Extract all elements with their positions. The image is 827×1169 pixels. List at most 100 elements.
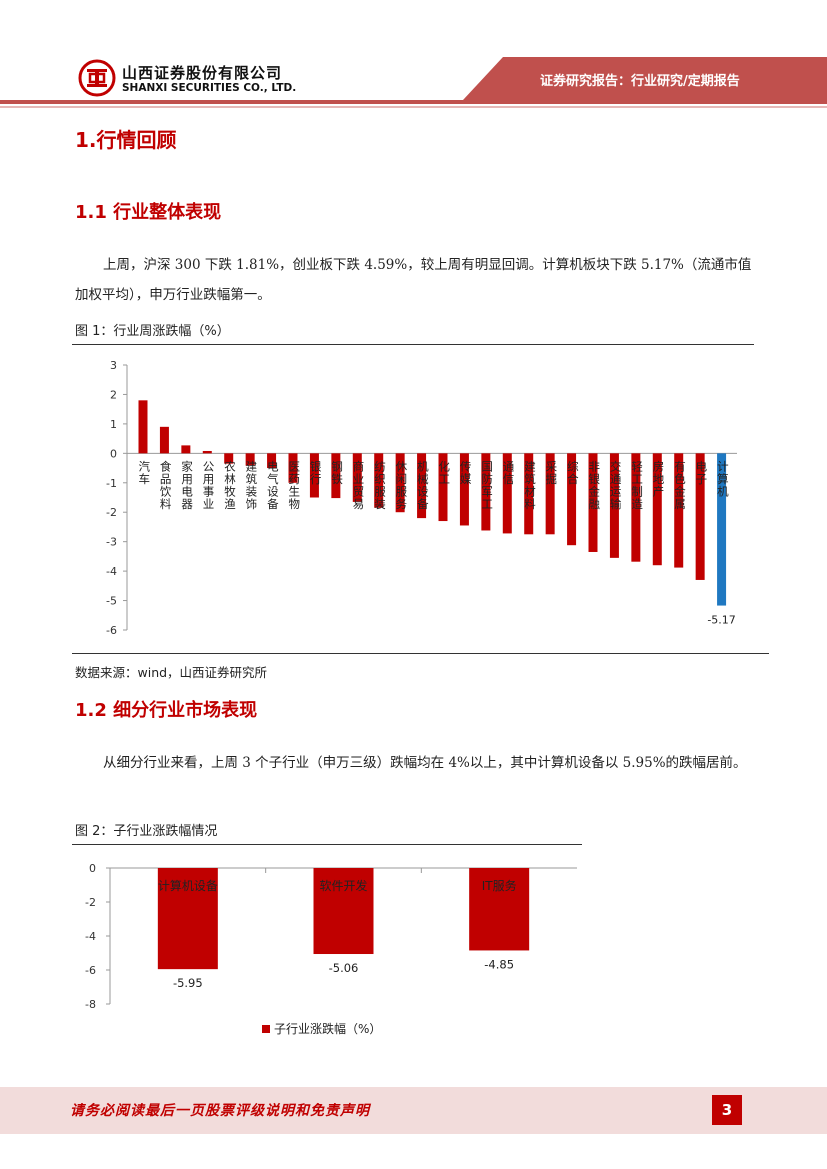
company-name-en: SHANXI SECURITIES CO., LTD. (122, 82, 297, 94)
category-label: 化工 (439, 459, 451, 486)
bar-食品饮料 (159, 426, 169, 454)
bar-电气设备 (267, 453, 277, 469)
header-divider (0, 100, 827, 104)
category-label: 食品饮料 (160, 459, 172, 511)
category-label: 房地产 (653, 459, 665, 498)
bar-综合 (567, 453, 577, 546)
category-label: 有色金属 (674, 459, 686, 511)
category-label: 纺织服装 (374, 459, 386, 511)
figure-1-source: 数据来源：wind，山西证券研究所 (75, 665, 268, 680)
y-tick-label: -1 (106, 477, 117, 490)
y-tick-label: -6 (106, 624, 117, 637)
category-label: 家用电器 (181, 459, 193, 511)
bar-软件开发 (313, 868, 374, 955)
y-tick-label: 0 (110, 447, 117, 460)
sub-industry-change-chart: 0 -2 -4 -6 -8 计算机设备 -5.95 软件开发 -5.06 IT服务 -4.85 子行业… (85, 862, 577, 1036)
header-band (463, 57, 827, 100)
category-label: IT服务 (482, 878, 517, 893)
bar-IT服务 (469, 868, 530, 951)
category-label: 建筑装饰 (246, 459, 258, 511)
bar-医药生物 (288, 453, 298, 483)
y-tick-label: -3 (106, 536, 117, 549)
report-type: 证券研究报告：行业研究/定期报告 (540, 74, 740, 89)
bar-银行 (309, 453, 319, 498)
bar-钢铁 (331, 453, 341, 499)
bar-家用电器 (181, 445, 191, 454)
category-label: 商业贸易 (353, 459, 365, 511)
page-footer (0, 1087, 827, 1134)
category-label: 软件开发 (319, 878, 367, 893)
bar-非银金融 (588, 453, 598, 552)
y-tick-label: -5 (106, 595, 117, 608)
bar-休闲服务 (395, 453, 405, 513)
category-label: 钢铁 (331, 459, 343, 486)
legend-label: 子行业涨跌幅（%） (274, 1021, 381, 1036)
category-label: 公用事业 (203, 459, 215, 511)
y-tick-label: -2 (106, 506, 117, 519)
category-label: 建筑材料 (524, 459, 536, 511)
bar-纺织服装 (374, 453, 384, 508)
bar-传媒 (459, 453, 469, 526)
category-label: 通信 (503, 459, 515, 486)
bar-机械设备 (417, 453, 427, 519)
y-tick-label: 2 (110, 388, 117, 401)
category-label: 电气设备 (267, 459, 279, 511)
bar-采掘 (545, 453, 555, 535)
value-label: -5.95 (173, 976, 203, 990)
category-label: 计算机设备 (158, 878, 218, 893)
category-label: 医药生物 (289, 459, 301, 511)
bar-国防军工 (481, 453, 491, 531)
company-logo-icon (78, 59, 116, 97)
bar-计算机 (717, 453, 727, 606)
figure-1-title: 图 1：行业周涨跌幅（%） (75, 324, 230, 339)
category-label: 综合 (567, 459, 579, 486)
category-label: 银行 (310, 459, 322, 486)
bar-房地产 (652, 453, 662, 566)
category-label: 机械设备 (417, 459, 429, 511)
bar-商业贸易 (352, 453, 362, 502)
legend-swatch (262, 1025, 270, 1033)
category-label: 国防军工 (481, 459, 493, 511)
y-tick-label: 1 (110, 418, 117, 431)
value-label: -4.85 (484, 957, 514, 971)
bar-建筑装饰 (245, 453, 255, 466)
y-tick-label: -4 (85, 930, 96, 943)
bar-通信 (502, 453, 512, 534)
bar-电子 (695, 453, 705, 580)
section-title: 1.行情回顾 (75, 128, 177, 152)
figure-2-title: 图 2：子行业涨跌幅情况 (75, 824, 218, 839)
page-header: 山西证券股份有限公司 SHANXI SECURITIES CO., LTD. 证… (0, 0, 827, 108)
y-tick-label: -6 (85, 964, 96, 977)
bar-计算机设备 (157, 868, 218, 970)
highlight-value-label: -5.17 (707, 614, 735, 627)
y-tick-label: -8 (85, 998, 96, 1011)
paragraph-2: 从细分行业来看，上周 3 个子行业（申万三级）跌幅均在 4%以上，其中计算机设备… (103, 755, 747, 771)
subsection-title-2: 1.2 细分行业市场表现 (75, 700, 258, 721)
bar-农林牧渔 (224, 453, 234, 464)
category-label: 采掘 (546, 459, 558, 486)
paragraph-1: 上周，沪深 300 下跌 1.81%，创业板下跌 4.59%，较上周有明显回调。… (75, 257, 752, 303)
footer-disclaimer: 请务必阅读最后一页股票评级说明和免责声明 (70, 1103, 370, 1119)
subsection-title-1: 1.1 行业整体表现 (75, 202, 222, 223)
category-label: 计算机 (717, 459, 729, 498)
category-label: 电子 (696, 459, 708, 486)
bar-有色金属 (674, 453, 684, 568)
y-tick-label: -4 (106, 565, 117, 578)
industry-weekly-change-chart: 3 2 1 0 -1 -2 -3 -4 -5 -6 汽车食品饮料家用电器公用事业农林牧渔建筑装饰电气… (106, 359, 737, 637)
y-tick-label: 0 (89, 862, 96, 875)
company-name-cn: 山西证券股份有限公司 (122, 64, 283, 82)
category-label: 交通运输 (610, 459, 622, 511)
page-number: 3 (712, 1095, 742, 1125)
bar-化工 (438, 453, 448, 522)
bar-汽车 (138, 400, 148, 454)
bar-交通运输 (609, 453, 619, 558)
category-label: 传媒 (460, 459, 472, 486)
category-label: 轻工制造 (631, 459, 643, 511)
category-label: 休闲服务 (396, 459, 408, 511)
category-label: 汽车 (139, 459, 151, 486)
value-label: -5.06 (329, 961, 359, 975)
y-tick-label: -2 (85, 896, 96, 909)
bar-轻工制造 (631, 453, 641, 562)
category-label: 非银金融 (589, 459, 601, 511)
category-label: 农林牧渔 (224, 459, 236, 511)
